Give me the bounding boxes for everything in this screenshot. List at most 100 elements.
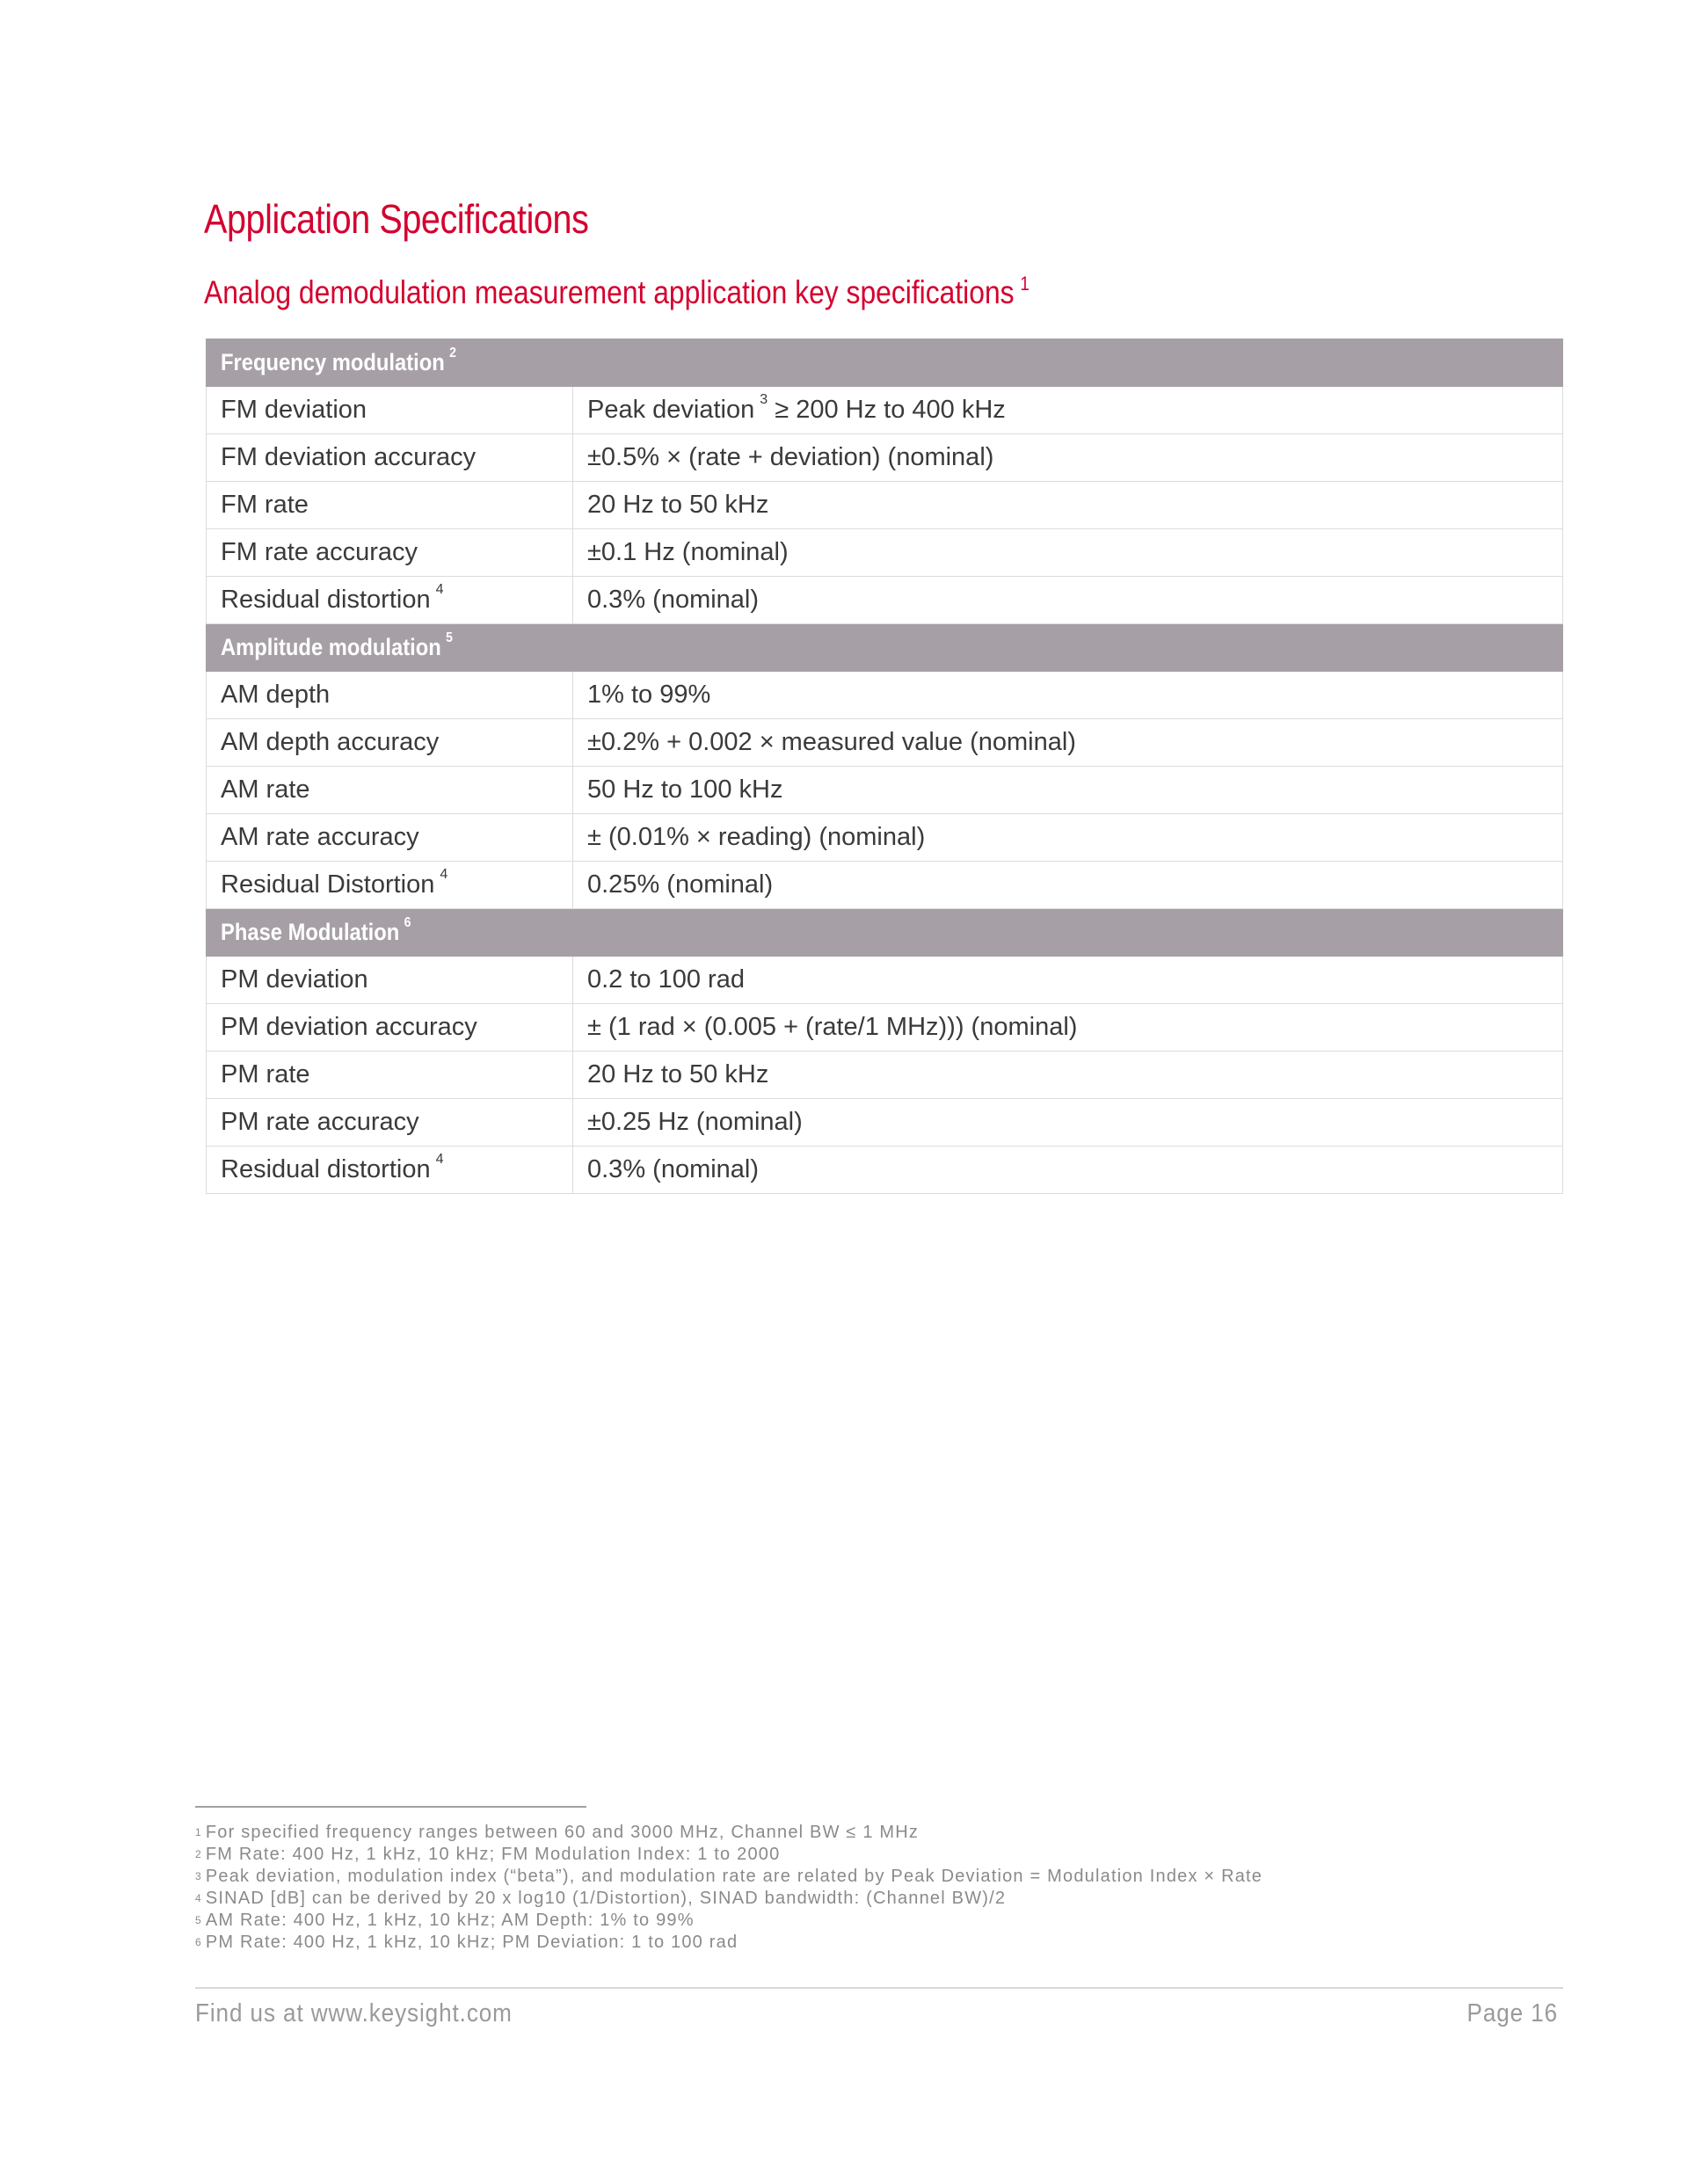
- spec-value-text: ±0.1 Hz (nominal): [587, 538, 789, 566]
- spec-value-text: Peak deviation: [587, 396, 755, 424]
- footnote-text: AM Rate: 400 Hz, 1 kHz, 10 kHz; AM Depth…: [205, 1911, 695, 1930]
- footnote: 2 FM Rate: 400 Hz, 1 kHz, 10 kHz; FM Modu…: [195, 1844, 1262, 1866]
- spec-label: AM depth: [206, 671, 573, 719]
- spec-label-text: FM rate: [221, 491, 309, 519]
- spec-label-text: FM deviation: [221, 396, 367, 424]
- spec-value: 50 Hz to 100 kHz: [572, 766, 1563, 814]
- spec-label-text: FM deviation accuracy: [221, 443, 477, 471]
- spec-value: 0.3% (nominal): [572, 576, 1563, 624]
- table-row: PM deviation accuracy ± (1 rad × (0.005 +…: [206, 1003, 1563, 1052]
- table-row: PM rate 20 Hz to 50 kHz: [206, 1051, 1563, 1099]
- spec-value-text: 20 Hz to 50 kHz: [587, 1060, 769, 1088]
- spec-label: PM rate accuracy: [206, 1098, 573, 1147]
- footnote-ref: 6: [404, 915, 411, 930]
- spec-value-text: ±0.25 Hz (nominal): [587, 1108, 803, 1136]
- subtitle-text: Analog demodulation measurement applicat…: [204, 274, 1015, 310]
- spec-label: AM rate: [206, 766, 573, 814]
- footnote-ref: 4: [435, 1152, 444, 1167]
- spec-label: Residual distortion 4: [206, 1146, 573, 1194]
- footnotes: 1 For specified frequency ranges between …: [195, 1822, 1262, 1954]
- table-row: AM depth accuracy ±0.2% + 0.002 × measure…: [206, 718, 1563, 767]
- spec-value-text: 20 Hz to 50 kHz: [587, 491, 769, 519]
- spec-value: ±0.5% × (rate + deviation) (nominal): [572, 433, 1563, 482]
- footnote: 5 AM Rate: 400 Hz, 1 kHz, 10 kHz; AM Dept…: [195, 1910, 1262, 1932]
- section-title: Phase Modulation: [221, 919, 400, 945]
- section-header-row: Amplitude modulation 5: [206, 623, 1563, 672]
- footnote-ref: 1: [1020, 273, 1030, 295]
- section-title: Amplitude modulation: [221, 634, 441, 660]
- footnote-text: Peak deviation, modulation index (“beta”…: [205, 1867, 1263, 1886]
- spec-label-text: AM rate: [221, 775, 310, 804]
- table-row: FM deviation accuracy ±0.5% × (rate + dev…: [206, 433, 1563, 482]
- footnote-number: 6: [195, 1936, 202, 1948]
- spec-value: 0.25% (nominal): [572, 861, 1563, 909]
- spec-label-text: AM rate accuracy: [221, 823, 419, 851]
- spec-value: ± (1 rad × (0.005 + (rate/1 MHz))) (nomi…: [572, 1003, 1563, 1052]
- spec-label: Residual distortion 4: [206, 576, 573, 624]
- spec-table: Frequency modulation 2 FM deviation Peak de…: [206, 339, 1563, 1194]
- spec-label-text: PM deviation: [221, 965, 368, 994]
- footer-website[interactable]: Find us at www.keysight.com: [195, 1999, 513, 2027]
- spec-label-text: PM rate: [221, 1060, 310, 1088]
- table-row: AM rate 50 Hz to 100 kHz: [206, 766, 1563, 814]
- footnote: 4 SINAD [dB] can be derived by 20 x log10…: [195, 1888, 1262, 1910]
- table-row: Residual distortion 4 0.3% (nominal): [206, 1146, 1563, 1194]
- footnote-text: SINAD [dB] can be derived by 20 x log10 …: [205, 1889, 1007, 1908]
- spec-value-text: 0.2 to 100 rad: [587, 965, 745, 994]
- spec-label-text: Residual Distortion: [221, 870, 435, 899]
- spec-label: FM deviation accuracy: [206, 433, 573, 482]
- spec-label: AM depth accuracy: [206, 718, 573, 767]
- footnote-number: 2: [195, 1848, 202, 1860]
- section-header-row: Frequency modulation 2: [206, 339, 1563, 387]
- page-title: Application Specifications: [204, 196, 589, 242]
- spec-value-text: ± (1 rad × (0.005 + (rate/1 MHz))) (nomi…: [587, 1013, 1078, 1041]
- footnote-text: PM Rate: 400 Hz, 1 kHz, 10 kHz; PM Devia…: [205, 1933, 738, 1952]
- footer-divider: [195, 1987, 1563, 1989]
- footnote-text: FM Rate: 400 Hz, 1 kHz, 10 kHz; FM Modul…: [205, 1845, 781, 1864]
- spec-value: 20 Hz to 50 kHz: [572, 481, 1563, 529]
- spec-label: AM rate accuracy: [206, 813, 573, 862]
- section-title: Frequency modulation: [221, 349, 445, 375]
- table-row: FM rate 20 Hz to 50 kHz: [206, 481, 1563, 529]
- spec-value-text: 0.25% (nominal): [587, 870, 774, 899]
- footnote-number: 3: [195, 1870, 202, 1882]
- spec-label-text: PM deviation accuracy: [221, 1013, 477, 1041]
- section-header-row: Phase Modulation 6: [206, 908, 1563, 957]
- footnote-text: For specified frequency ranges between 6…: [205, 1823, 920, 1842]
- spec-label: Residual Distortion 4: [206, 861, 573, 909]
- spec-label: PM deviation accuracy: [206, 1003, 573, 1052]
- spec-label-text: AM depth: [221, 681, 331, 709]
- table-row: FM deviation Peak deviation 3 ≥ 200 Hz to …: [206, 386, 1563, 434]
- footnote-number: 5: [195, 1914, 202, 1926]
- table-row: PM rate accuracy ±0.25 Hz (nominal): [206, 1098, 1563, 1147]
- spec-value-text: ±0.5% × (rate + deviation) (nominal): [587, 443, 994, 471]
- footnote-ref: 4: [440, 867, 448, 882]
- footnote: 3 Peak deviation, modulation index (“beta…: [195, 1866, 1262, 1888]
- table-row: FM rate accuracy ±0.1 Hz (nominal): [206, 528, 1563, 577]
- spec-value: 20 Hz to 50 kHz: [572, 1051, 1563, 1099]
- spec-value-text: 50 Hz to 100 kHz: [587, 775, 783, 804]
- spec-value: 0.2 to 100 rad: [572, 956, 1563, 1004]
- footnote-ref: 2: [449, 346, 456, 360]
- spec-label: FM rate accuracy: [206, 528, 573, 577]
- section-header: Phase Modulation 6: [206, 908, 1563, 957]
- spec-label: PM rate: [206, 1051, 573, 1099]
- spec-value: 0.3% (nominal): [572, 1146, 1563, 1194]
- spec-label: FM rate: [206, 481, 573, 529]
- footnote: 6 PM Rate: 400 Hz, 1 kHz, 10 kHz; PM Devi…: [195, 1932, 1262, 1954]
- table-row: PM deviation 0.2 to 100 rad: [206, 956, 1563, 1004]
- spec-label-text: AM depth accuracy: [221, 728, 440, 756]
- table-row: AM depth 1% to 99%: [206, 671, 1563, 719]
- table-row: AM rate accuracy ± (0.01% × reading) (nom…: [206, 813, 1563, 862]
- footnote-ref: 3: [760, 392, 768, 407]
- spec-label: PM deviation: [206, 956, 573, 1004]
- spec-value: Peak deviation 3 ≥ 200 Hz to 400 kHz: [572, 386, 1563, 434]
- footnote-number: 1: [195, 1826, 202, 1838]
- spec-value: ±0.1 Hz (nominal): [572, 528, 1563, 577]
- section-subtitle: Analog demodulation measurement applicat…: [204, 273, 1030, 311]
- spec-value: ±0.25 Hz (nominal): [572, 1098, 1563, 1147]
- spec-value-text: 1% to 99%: [587, 681, 711, 709]
- spec-value: 1% to 99%: [572, 671, 1563, 719]
- footnote-divider: [195, 1806, 586, 1808]
- table-row: Residual Distortion 4 0.25% (nominal): [206, 861, 1563, 909]
